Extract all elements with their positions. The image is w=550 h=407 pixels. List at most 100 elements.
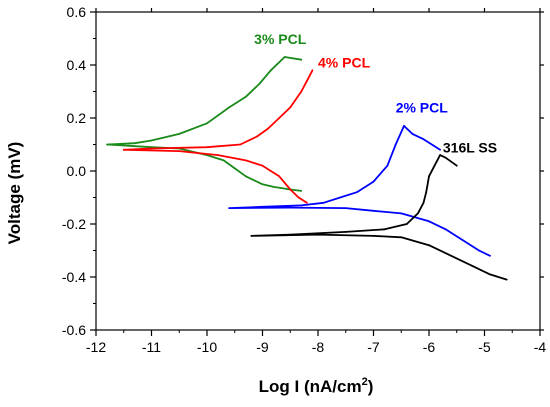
- series-point: [478, 249, 480, 252]
- series-point: [311, 69, 314, 72]
- x-tick-label: -12: [86, 339, 106, 355]
- series-label: 2% PCL: [396, 100, 449, 116]
- series-point: [289, 106, 292, 109]
- series-point: [233, 167, 236, 170]
- series-point: [394, 143, 397, 146]
- series-point: [239, 143, 242, 146]
- series-point: [322, 201, 325, 204]
- series-line-2: [228, 125, 491, 257]
- series-point: [489, 273, 491, 276]
- series-label: 4% PCL: [318, 55, 371, 71]
- series-point: [439, 154, 441, 157]
- series-point: [222, 159, 225, 162]
- series-point: [317, 233, 319, 236]
- series-point: [428, 220, 430, 223]
- series-point: [428, 244, 430, 247]
- series-point: [206, 122, 208, 125]
- series-point: [244, 159, 247, 162]
- series-point: [444, 156, 447, 159]
- series-point: [297, 196, 300, 199]
- y-tick-label: 0.4: [67, 57, 87, 73]
- series-label: 3% PCL: [254, 31, 307, 47]
- x-axis-title: Log I (nA/cm2): [259, 376, 374, 396]
- series-point: [267, 127, 269, 130]
- series-point: [422, 138, 425, 141]
- y-tick-label: -0.2: [62, 216, 86, 232]
- series-point: [422, 201, 425, 204]
- series-point: [300, 204, 303, 207]
- y-tick-label: 0.0: [67, 163, 87, 179]
- x-tick-label: -4: [534, 339, 547, 355]
- series-point: [106, 143, 108, 146]
- series-point: [439, 148, 441, 151]
- series-point: [428, 175, 430, 178]
- y-axis-title: Voltage (mV): [5, 142, 24, 245]
- y-tick-label: 0.2: [67, 110, 87, 126]
- series-point: [400, 236, 403, 239]
- series-point: [489, 254, 491, 257]
- series-point: [461, 239, 464, 241]
- labels-layer: -12 -11 -10 -9 -8 -7 -6 -5 -4 -0.6 -0.4 -0.2 0.0 0.2 0…: [62, 4, 547, 355]
- y-tick-label: 0.6: [67, 4, 87, 20]
- series-point: [411, 133, 414, 135]
- series-point: [244, 175, 247, 178]
- series-point: [400, 212, 403, 215]
- series-point: [339, 196, 342, 199]
- x-axis-title-suffix: ): [368, 377, 374, 396]
- x-tick-label: -10: [197, 339, 217, 355]
- x-tick-label: -6: [423, 339, 436, 355]
- series-point: [455, 164, 458, 167]
- series-point: [178, 150, 181, 153]
- series-point: [150, 139, 153, 142]
- x-tick-label: -8: [312, 339, 325, 355]
- x-tick-label: -7: [367, 339, 380, 355]
- x-axis-title-main: Log I (nA/cm: [259, 377, 362, 396]
- series-point: [289, 233, 292, 236]
- series-point: [217, 154, 220, 157]
- series-point: [269, 69, 272, 72]
- series-point: [425, 191, 428, 194]
- series-point: [261, 164, 264, 167]
- series-point: [472, 265, 475, 268]
- series-point: [228, 106, 231, 109]
- series-point: [403, 125, 405, 127]
- series-point: [372, 180, 375, 183]
- series-point: [450, 254, 453, 257]
- y-tick-label: -0.6: [62, 322, 86, 338]
- series-point: [133, 142, 136, 145]
- series-point: [383, 228, 386, 231]
- series-point: [283, 56, 286, 58]
- series-point: [433, 164, 436, 167]
- series-point: [261, 183, 264, 186]
- series-point: [444, 228, 447, 231]
- series-point: [272, 186, 275, 188]
- series-point: [150, 147, 153, 150]
- series-point: [505, 278, 508, 281]
- series-point: [289, 188, 292, 191]
- series-point: [289, 206, 292, 209]
- series-point: [300, 90, 303, 93]
- series-point: [228, 207, 231, 210]
- series-point: [372, 209, 375, 212]
- series-point: [306, 201, 308, 204]
- x-tick-label: -11: [142, 339, 161, 355]
- series-point: [206, 146, 208, 149]
- series-point: [122, 148, 125, 151]
- x-axis-title-sup: 2: [362, 376, 368, 388]
- series-point: [300, 58, 303, 61]
- y-tick-label: -0.4: [62, 269, 86, 285]
- series-point: [405, 223, 408, 225]
- x-tick-label: -5: [478, 339, 491, 355]
- series-point: [278, 117, 281, 119]
- series-point: [178, 133, 181, 135]
- series-point: [244, 95, 247, 98]
- series-label: 316L SS: [443, 139, 497, 155]
- series-point: [256, 135, 258, 138]
- ticks-layer: [90, 8, 544, 336]
- series-layer: [106, 56, 508, 281]
- series-point: [258, 82, 261, 85]
- series-point: [261, 205, 264, 208]
- series-point: [300, 189, 303, 192]
